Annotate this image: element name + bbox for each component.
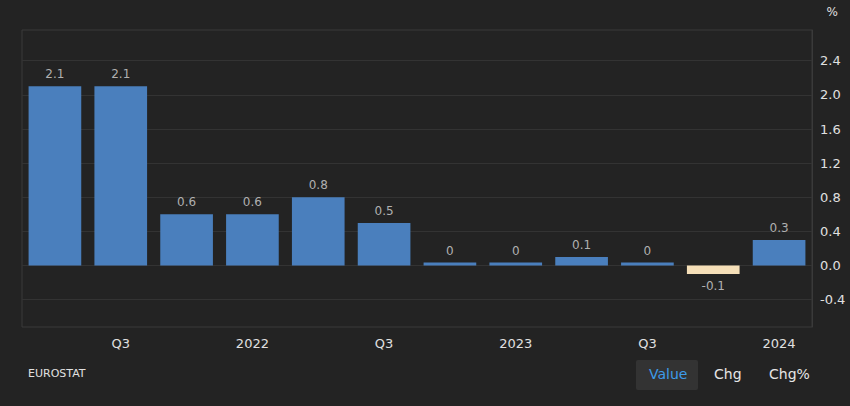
svg-text:0.1: 0.1 [572,238,591,252]
svg-text:%: % [827,5,838,19]
svg-text:-0.4: -0.4 [820,292,845,307]
svg-text:0.8: 0.8 [820,190,841,205]
svg-text:2.1: 2.1 [111,67,130,81]
svg-text:0.4: 0.4 [820,224,841,239]
svg-text:0.0: 0.0 [820,258,841,273]
svg-text:0: 0 [446,244,454,258]
svg-text:2022: 2022 [236,336,269,351]
svg-text:1.2: 1.2 [820,156,841,171]
svg-text:0.6: 0.6 [177,195,196,209]
svg-text:2023: 2023 [499,336,532,351]
svg-text:0: 0 [512,244,520,258]
svg-text:2024: 2024 [763,336,796,351]
svg-text:Q3: Q3 [638,336,657,351]
svg-text:EUROSTAT: EUROSTAT [28,367,86,380]
svg-text:1.6: 1.6 [820,122,841,137]
svg-text:2.0: 2.0 [820,87,841,102]
svg-text:0.5: 0.5 [375,204,394,218]
svg-text:Chg: Chg [714,366,742,382]
svg-text:0.6: 0.6 [243,195,262,209]
svg-text:Chg%: Chg% [769,366,810,382]
svg-text:Q3: Q3 [111,336,130,351]
svg-text:0: 0 [644,244,652,258]
svg-text:0.3: 0.3 [770,221,789,235]
svg-text:2.1: 2.1 [45,67,64,81]
svg-text:2.4: 2.4 [820,53,841,68]
svg-text:0.8: 0.8 [309,178,328,192]
svg-text:Value: Value [649,366,687,382]
svg-text:Q3: Q3 [375,336,394,351]
svg-text:-0.1: -0.1 [702,279,725,293]
